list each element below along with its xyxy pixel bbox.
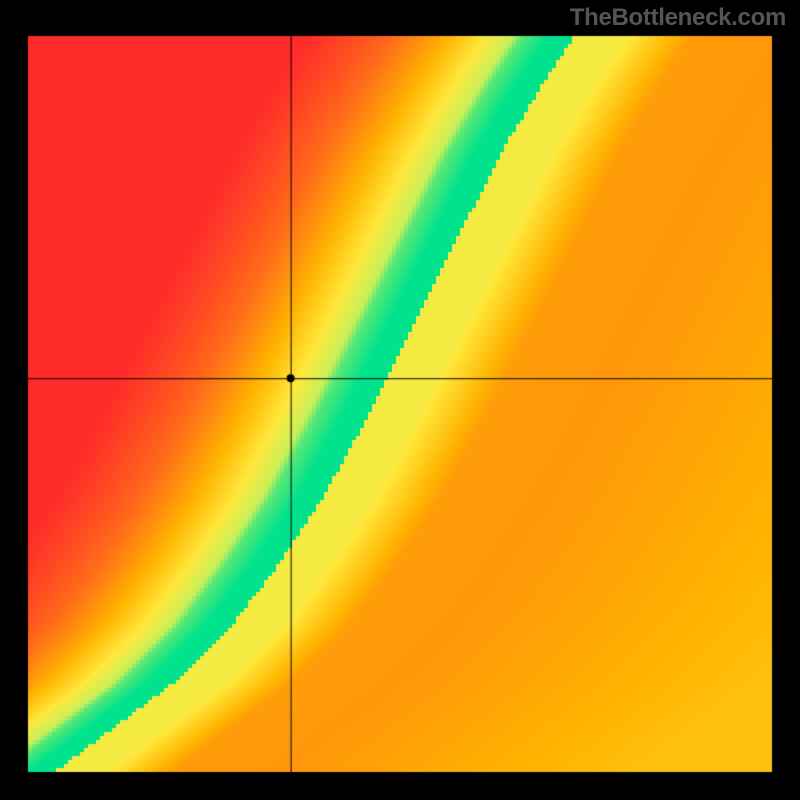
heatmap-plot <box>0 0 800 800</box>
watermark-text: TheBottleneck.com <box>570 4 786 32</box>
